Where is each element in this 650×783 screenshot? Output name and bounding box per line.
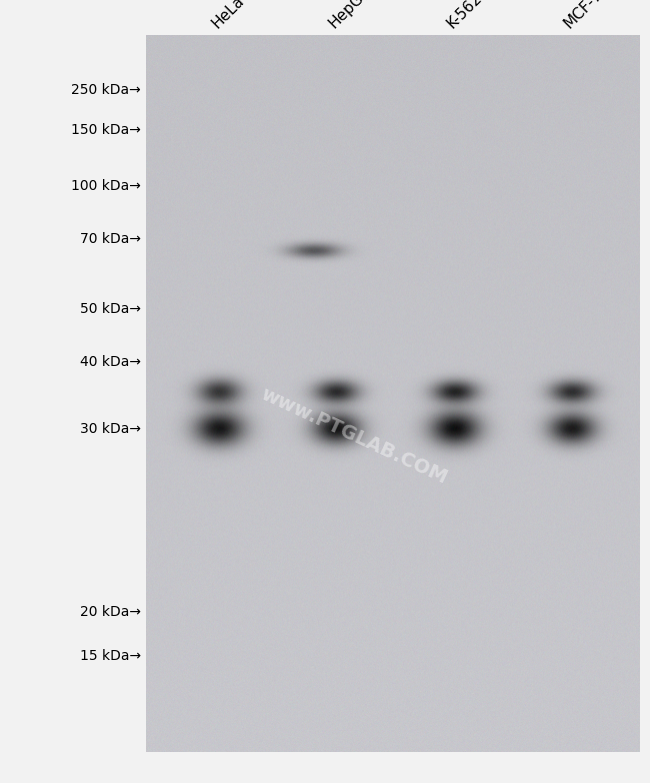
Text: HeLa: HeLa <box>209 0 247 31</box>
Text: 150 kDa→: 150 kDa→ <box>72 123 141 137</box>
Text: MCF-7: MCF-7 <box>562 0 606 31</box>
Text: 70 kDa→: 70 kDa→ <box>80 232 141 246</box>
Text: K-562: K-562 <box>445 0 486 31</box>
Text: 15 kDa→: 15 kDa→ <box>80 649 141 663</box>
Text: 30 kDa→: 30 kDa→ <box>80 422 141 436</box>
Text: 40 kDa→: 40 kDa→ <box>80 355 141 369</box>
Text: 20 kDa→: 20 kDa→ <box>80 605 141 619</box>
Text: 100 kDa→: 100 kDa→ <box>72 179 141 193</box>
Text: www.PTGLAB.COM: www.PTGLAB.COM <box>257 384 450 488</box>
Text: 250 kDa→: 250 kDa→ <box>72 83 141 96</box>
Text: 50 kDa→: 50 kDa→ <box>80 302 141 316</box>
Text: HepG2: HepG2 <box>326 0 373 31</box>
